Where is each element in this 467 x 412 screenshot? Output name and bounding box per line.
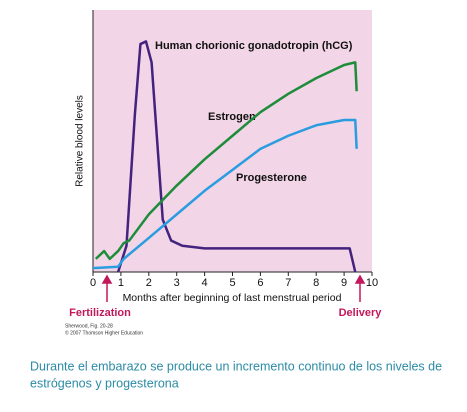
x-tick-label: 6 xyxy=(257,277,263,289)
marker-label: Fertilization xyxy=(69,307,131,319)
credit: Sherwood, Fig. 20-28 xyxy=(65,323,113,329)
marker-label: Delivery xyxy=(339,307,383,319)
x-axis-label: Months after beginning of last menstrual… xyxy=(123,292,342,304)
x-tick-label: 4 xyxy=(202,277,208,289)
y-axis-label: Relative blood levels xyxy=(75,95,86,187)
x-tick-label: 8 xyxy=(313,277,319,289)
x-tick-label: 2 xyxy=(146,277,152,289)
x-tick-label: 5 xyxy=(229,277,235,289)
series-label: Progesterone xyxy=(236,172,307,184)
series-line xyxy=(116,40,357,273)
x-tick-label: 7 xyxy=(285,277,291,289)
credit: © 2007 Thomson Higher Education xyxy=(65,329,143,336)
caption: Durante el embarazo se produce un increm… xyxy=(30,359,442,373)
x-tick-label: 0 xyxy=(90,277,96,289)
x-tick-label: 3 xyxy=(174,277,180,289)
series-line xyxy=(92,118,358,270)
arrows xyxy=(101,274,366,302)
x-tick-label: 10 xyxy=(366,277,378,289)
series-label: Human chorionic gonadotropin (hCG) xyxy=(155,40,353,52)
x-tick-label: 9 xyxy=(341,277,347,289)
series-line xyxy=(94,61,358,261)
series-label: Estrogen xyxy=(208,111,256,123)
caption: estrógenos y progesterona xyxy=(30,376,179,390)
x-tick-label: 1 xyxy=(118,277,124,289)
